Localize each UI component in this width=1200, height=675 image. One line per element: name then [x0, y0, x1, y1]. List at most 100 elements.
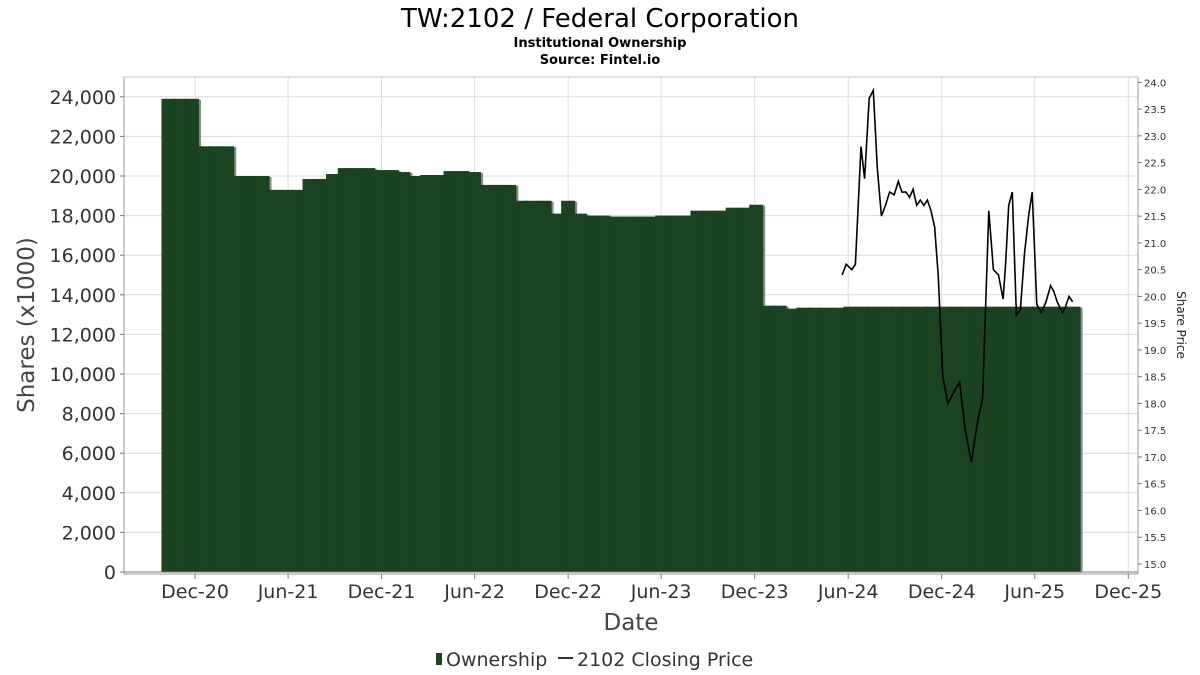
bar [878, 306, 893, 572]
bar [702, 210, 717, 572]
y-tick-label: 2,000 [62, 522, 116, 544]
y-axis-ticks: 0 2,000 4,000 6,000 8,000 10,000 12,000 14,000 1… [50, 87, 124, 584]
x-tick-label: Jun-21 [257, 581, 319, 603]
y2-tick-label: 23.0 [1144, 132, 1166, 143]
bar [467, 172, 482, 573]
x-tick-label: Dec-23 [721, 581, 789, 603]
bar [643, 216, 658, 572]
bar [725, 207, 740, 572]
bar [502, 184, 517, 572]
bar [619, 216, 634, 572]
bar [490, 184, 505, 572]
chart-source: Source: Fintel.io [540, 53, 661, 68]
x-tick-label: Jun-24 [817, 581, 879, 603]
legend-price-label: 2102 Closing Price [577, 649, 753, 671]
bar [537, 200, 552, 572]
y2-tick-label: 24.0 [1144, 78, 1166, 89]
bar [866, 306, 881, 572]
price-line-layer [841, 87, 1074, 463]
y-tick-label: 14,000 [50, 285, 116, 307]
bar [1007, 306, 1022, 572]
bar [255, 176, 270, 572]
bar [749, 204, 764, 572]
bar [337, 168, 352, 572]
y-tick-label: 6,000 [62, 443, 116, 465]
bar [408, 176, 423, 572]
bar [1054, 306, 1069, 572]
y2-tick-label: 19.5 [1144, 319, 1166, 330]
y2-tick-label: 18.5 [1144, 373, 1166, 384]
bar [561, 200, 576, 572]
x-tick-label: Dec-22 [534, 581, 602, 603]
price-line [841, 87, 1074, 463]
y-tick-label: 4,000 [62, 483, 116, 505]
y2-tick-label: 18.0 [1144, 399, 1166, 410]
x-tick-label: Dec-24 [908, 581, 976, 603]
x-tick-label: Jun-22 [443, 581, 505, 603]
bar [819, 307, 834, 572]
bar [737, 207, 752, 572]
bar [431, 175, 446, 572]
y-tick-label: 0 [104, 562, 116, 584]
chart-title: TW:2102 / Federal Corporation [400, 4, 799, 34]
y2-tick-label: 17.5 [1144, 426, 1166, 437]
y-tick-label: 20,000 [50, 166, 116, 188]
x-tick-label: Dec-20 [161, 581, 229, 603]
y-axis-label: Shares (x1000) [14, 237, 40, 413]
bar [666, 215, 681, 572]
bar [302, 178, 317, 572]
y-tick-label: 24,000 [50, 87, 116, 109]
y2-tick-label: 15.0 [1144, 560, 1166, 571]
bar [572, 213, 587, 572]
y2-tick-label: 15.5 [1144, 533, 1166, 544]
bar [326, 174, 341, 572]
y2-tick-label: 22.5 [1144, 159, 1166, 170]
bar [902, 306, 917, 572]
bar [784, 308, 799, 572]
y-tick-label: 16,000 [50, 245, 116, 267]
y2-axis-label: Share Price [1174, 291, 1188, 359]
bar [1066, 306, 1081, 572]
bar [373, 170, 388, 572]
y2-tick-label: 21.0 [1144, 239, 1166, 250]
bar [314, 178, 329, 572]
bar [772, 305, 787, 572]
y2-tick-label: 20.0 [1144, 292, 1166, 303]
bar [949, 306, 964, 572]
y2-tick-label: 22.0 [1144, 185, 1166, 196]
bar [420, 175, 435, 572]
bar [361, 168, 376, 572]
x-axis-label: Date [604, 610, 659, 636]
y2-tick-label: 19.0 [1144, 346, 1166, 357]
bar [443, 171, 458, 573]
bar [855, 306, 870, 572]
bar [396, 172, 411, 573]
bar [678, 215, 693, 572]
bar [525, 200, 540, 572]
y2-tick-label: 20.5 [1144, 266, 1166, 277]
bar [196, 146, 211, 573]
bar [1043, 306, 1058, 572]
legend-ownership-label: Ownership [446, 649, 547, 671]
bar [608, 216, 623, 572]
legend: Ownership 2102 Closing Price [436, 649, 753, 671]
y2-tick-label: 23.5 [1144, 105, 1166, 116]
x-axis-ticks: Dec-20 Jun-21 Dec-21 Jun-22 Dec-22 Jun-23 Dec-… [161, 574, 1162, 603]
x-tick-label: Jun-23 [630, 581, 692, 603]
bar [655, 215, 670, 572]
x-tick-label: Dec-21 [348, 581, 416, 603]
legend-ownership-swatch [436, 653, 442, 665]
bar [349, 168, 364, 572]
bar [267, 189, 282, 573]
bar [1031, 306, 1046, 572]
bar [690, 210, 705, 572]
y2-tick-label: 17.0 [1144, 453, 1166, 464]
bar [384, 170, 399, 572]
bar [713, 210, 728, 572]
bar [455, 171, 470, 573]
x-tick-label: Jun-25 [1003, 581, 1065, 603]
bar [161, 98, 176, 572]
bar [913, 306, 928, 572]
bar [937, 306, 952, 572]
